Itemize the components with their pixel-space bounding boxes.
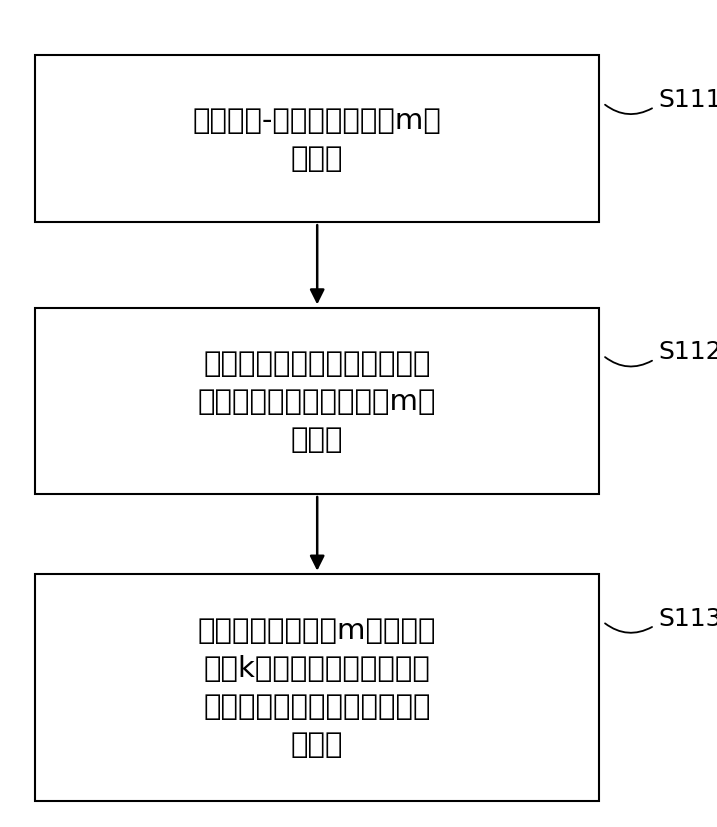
Text: S111: S111 xyxy=(658,88,717,112)
Text: 根据积分点对应的m个预测值
获取k时刻目标状态的原始先
验概率密度函数对应的均值和
协方差: 根据积分点对应的m个预测值 获取k时刻目标状态的原始先 验概率密度函数对应的均值… xyxy=(198,617,437,758)
Text: S112: S112 xyxy=(658,340,717,364)
Bar xyxy=(35,56,599,223)
Text: 将积分点代入非线性的过程函
数，以获取积分点对应的m个
预测值: 将积分点代入非线性的过程函 数，以获取积分点对应的m个 预测值 xyxy=(198,350,437,453)
Text: 根据高斯-厄米特积分获取m个
积分点: 根据高斯-厄米特积分获取m个 积分点 xyxy=(193,107,442,173)
Bar xyxy=(35,574,599,801)
Text: S113: S113 xyxy=(658,606,717,630)
Bar xyxy=(35,308,599,495)
